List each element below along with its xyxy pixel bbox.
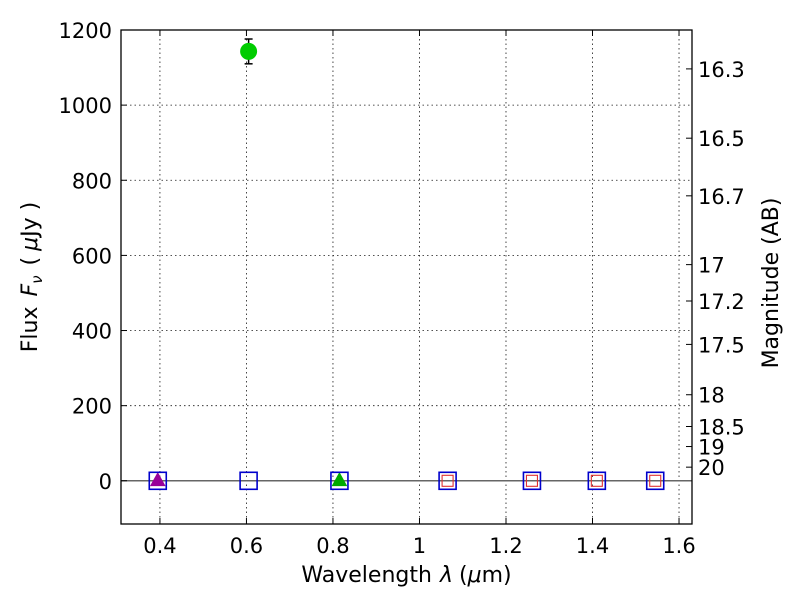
x-axis-label: Wavelength λ(μm) <box>301 563 511 588</box>
x-tick-label: 0.8 <box>316 534 349 558</box>
mag-tick-label: 16.7 <box>698 185 745 209</box>
mag-tick-label: 20 <box>698 456 725 480</box>
x-axis-label-unit-close: m) <box>482 563 512 588</box>
mag-tick-label: 18 <box>698 384 725 408</box>
y-axis-label-unit-close: Jy ) <box>18 202 43 239</box>
y-axis-label-unit-open: ( <box>18 257 43 266</box>
data-marks <box>149 39 663 489</box>
x-tick-label: 1.4 <box>576 534 609 558</box>
x-axis-label-symbol: λ <box>439 563 453 588</box>
axis-ticks: 0.4 0.6 0.8 1 1.2 1.4 1.6 0 200 400 600 800 1000 1200… <box>59 19 745 558</box>
mag-tick-label: 16.3 <box>698 58 745 82</box>
data-point-triangle <box>151 473 165 486</box>
y-tick-label: 800 <box>72 169 112 193</box>
data-point-circle <box>241 43 257 59</box>
x-axis-label-text: Wavelength <box>301 563 432 588</box>
x-tick-label: 1.6 <box>662 534 695 558</box>
mag-tick-label: 17.2 <box>698 290 745 314</box>
y-tick-label: 400 <box>72 320 112 344</box>
y2-axis-label: Magnitude (AB) <box>759 198 784 369</box>
y-tick-label: 200 <box>72 395 112 419</box>
x-tick-label: 0.4 <box>143 534 176 558</box>
y-tick-label: 0 <box>99 470 112 494</box>
x-tick-label: 0.6 <box>230 534 263 558</box>
y-axis-label-symbol: F <box>18 284 43 297</box>
data-point-triangle <box>332 473 346 486</box>
plot-frame <box>121 30 692 524</box>
x-axis-label-unit-mu: μ <box>467 563 482 588</box>
mag-tick-label: 17 <box>698 254 725 278</box>
y-axis-label: Flux Fν ( μJy ) <box>18 202 46 352</box>
y-tick-label: 1200 <box>59 19 112 43</box>
y-tick-label: 1000 <box>59 94 112 118</box>
mag-tick-label: 16.5 <box>698 127 745 151</box>
mag-tick-label: 17.5 <box>698 333 745 357</box>
x-tick-label: 1 <box>413 534 426 558</box>
x-tick-label: 1.2 <box>489 534 522 558</box>
grid-lines <box>121 30 692 524</box>
y-tick-label: 600 <box>72 244 112 268</box>
y-axis-label-prefix: Flux <box>18 307 43 353</box>
x-axis-label-unit-open: ( <box>459 563 468 588</box>
y-axis-label-subscript: ν <box>28 275 46 283</box>
y-axis-label-unit-mu: μ <box>18 237 43 252</box>
